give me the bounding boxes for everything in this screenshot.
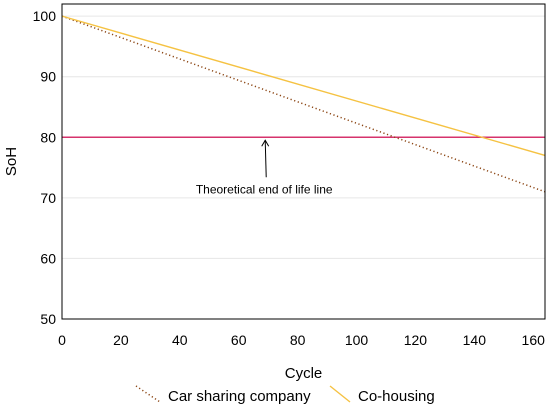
legend-swatch-co-housing [329,385,351,403]
x-tick-label: 0 [58,332,66,348]
x-axis-title: Cycle [285,365,323,382]
series-line-co-housing [61,15,546,157]
annotation-arrowhead [261,139,270,147]
y-tick-label: 100 [33,8,57,24]
plot-area-frame [61,3,546,320]
y-tick-label: 80 [40,129,56,145]
x-tick-label: 120 [404,332,428,348]
x-tick-label: 40 [172,332,188,348]
annotation-arrow [264,140,267,178]
y-axis-title: SoH [3,147,20,176]
grid-lines [62,15,545,320]
annotation: Theoretical end of life line [196,139,333,196]
series-line-car-sharing [61,15,546,193]
x-tick-label: 140 [463,332,487,348]
x-tick-label: 20 [113,332,129,348]
legend-label-co-housing: Co-housing [358,388,435,405]
legend-label-car-sharing: Car sharing company [168,388,311,405]
series-layer [61,15,546,193]
y-tick-label: 70 [40,190,56,206]
legend-swatch-car-sharing [135,385,161,403]
y-tick-label: 60 [40,250,56,266]
x-tick-label: 100 [345,332,369,348]
y-tick-label: 50 [40,311,56,327]
annotation-text: Theoretical end of life line [196,182,333,196]
x-tick-label: 60 [231,332,247,348]
x-tick-label: 160 [522,332,546,348]
x-tick-label: 80 [290,332,306,348]
tick-labels: 0 20 40 60 80 100 120 140 160 50 60 70 80 90 100 [33,8,545,348]
legend: Car sharing company Co-housing [135,385,435,405]
y-tick-label: 90 [40,69,56,85]
